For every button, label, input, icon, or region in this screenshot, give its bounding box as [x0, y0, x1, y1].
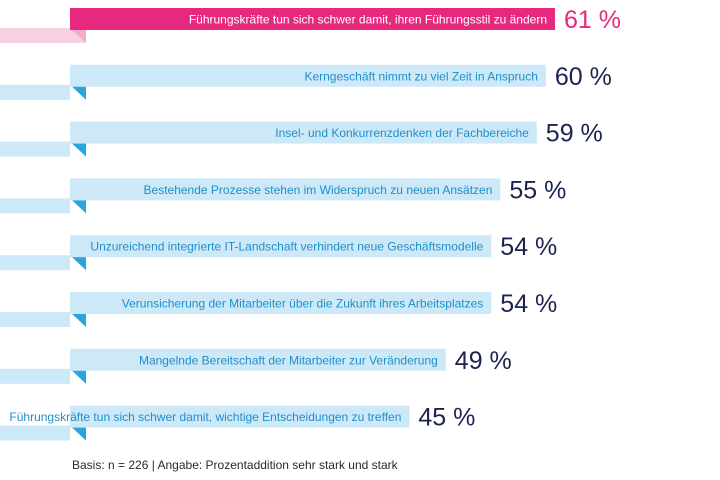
bar-value: 54 % — [500, 290, 557, 318]
bar — [70, 178, 501, 201]
bar-label: Insel- und Konkurrenzdenken der Fachbere… — [275, 126, 529, 140]
bar-value: 54 % — [500, 233, 557, 261]
bar-label: Unzureichend integrierte IT-Landschaft v… — [90, 240, 483, 254]
bar-value: 60 % — [555, 63, 612, 91]
bar-label: Führungskräfte tun sich schwer damit, wi… — [9, 410, 401, 424]
bar-stub-light — [0, 312, 70, 327]
bar-stub-light — [0, 198, 70, 214]
bar — [70, 121, 537, 144]
bar-value: 45 % — [418, 404, 475, 432]
bar-value: 61 % — [564, 6, 621, 34]
bar-fold — [70, 255, 86, 271]
bar — [70, 235, 492, 258]
bar — [70, 348, 446, 371]
bar-fold — [70, 368, 86, 384]
bar-fold — [70, 312, 86, 327]
bar-stub-light — [0, 84, 70, 100]
bar-stub — [0, 28, 86, 43]
bar-fold — [70, 198, 86, 214]
bar-label: Kerngeschäft nimmt zu viel Zeit in Anspr… — [304, 69, 537, 83]
bar-fold — [70, 425, 86, 441]
bar-label: Führungskräfte tun sich schwer damit, ih… — [189, 13, 547, 27]
bar-value: 55 % — [509, 176, 566, 204]
bar-row: Verunsicherung der Mitarbeiter über die … — [0, 290, 557, 327]
bar-row: Mangelnde Bereitschaft der Mitarbeiter z… — [0, 347, 512, 384]
bar-row: Unzureichend integrierte IT-Landschaft v… — [0, 233, 557, 271]
bar — [70, 292, 492, 314]
bar-stub-light — [0, 255, 70, 271]
bar-row: Insel- und Konkurrenzdenken der Fachbere… — [0, 120, 603, 157]
bar-label: Verunsicherung der Mitarbeiter über die … — [122, 297, 484, 311]
bar-stub-light — [0, 141, 70, 157]
bar-stub-light — [0, 425, 70, 441]
bar-value: 49 % — [455, 347, 512, 375]
bar-row: Bestehende Prozesse stehen im Widerspruc… — [0, 176, 566, 214]
bar-row: Führungskräfte tun sich schwer damit, wi… — [0, 404, 475, 441]
bar-fold — [70, 28, 86, 43]
bar-fold — [70, 141, 86, 157]
bar-fold — [70, 84, 86, 100]
bar-value: 59 % — [546, 120, 603, 148]
bar — [70, 64, 546, 87]
bar — [70, 405, 410, 428]
bar-row: Führungskräfte tun sich schwer damit, ih… — [0, 6, 621, 43]
bar-label: Bestehende Prozesse stehen im Widerspruc… — [144, 183, 493, 197]
bar-stub-light — [0, 368, 70, 384]
bar-row: Kerngeschäft nimmt zu viel Zeit in Anspr… — [0, 63, 612, 100]
footnote: Basis: n = 226 | Angabe: Prozentaddition… — [72, 458, 398, 472]
bar — [70, 8, 555, 30]
bar-label: Mangelnde Bereitschaft der Mitarbeiter z… — [139, 353, 438, 367]
